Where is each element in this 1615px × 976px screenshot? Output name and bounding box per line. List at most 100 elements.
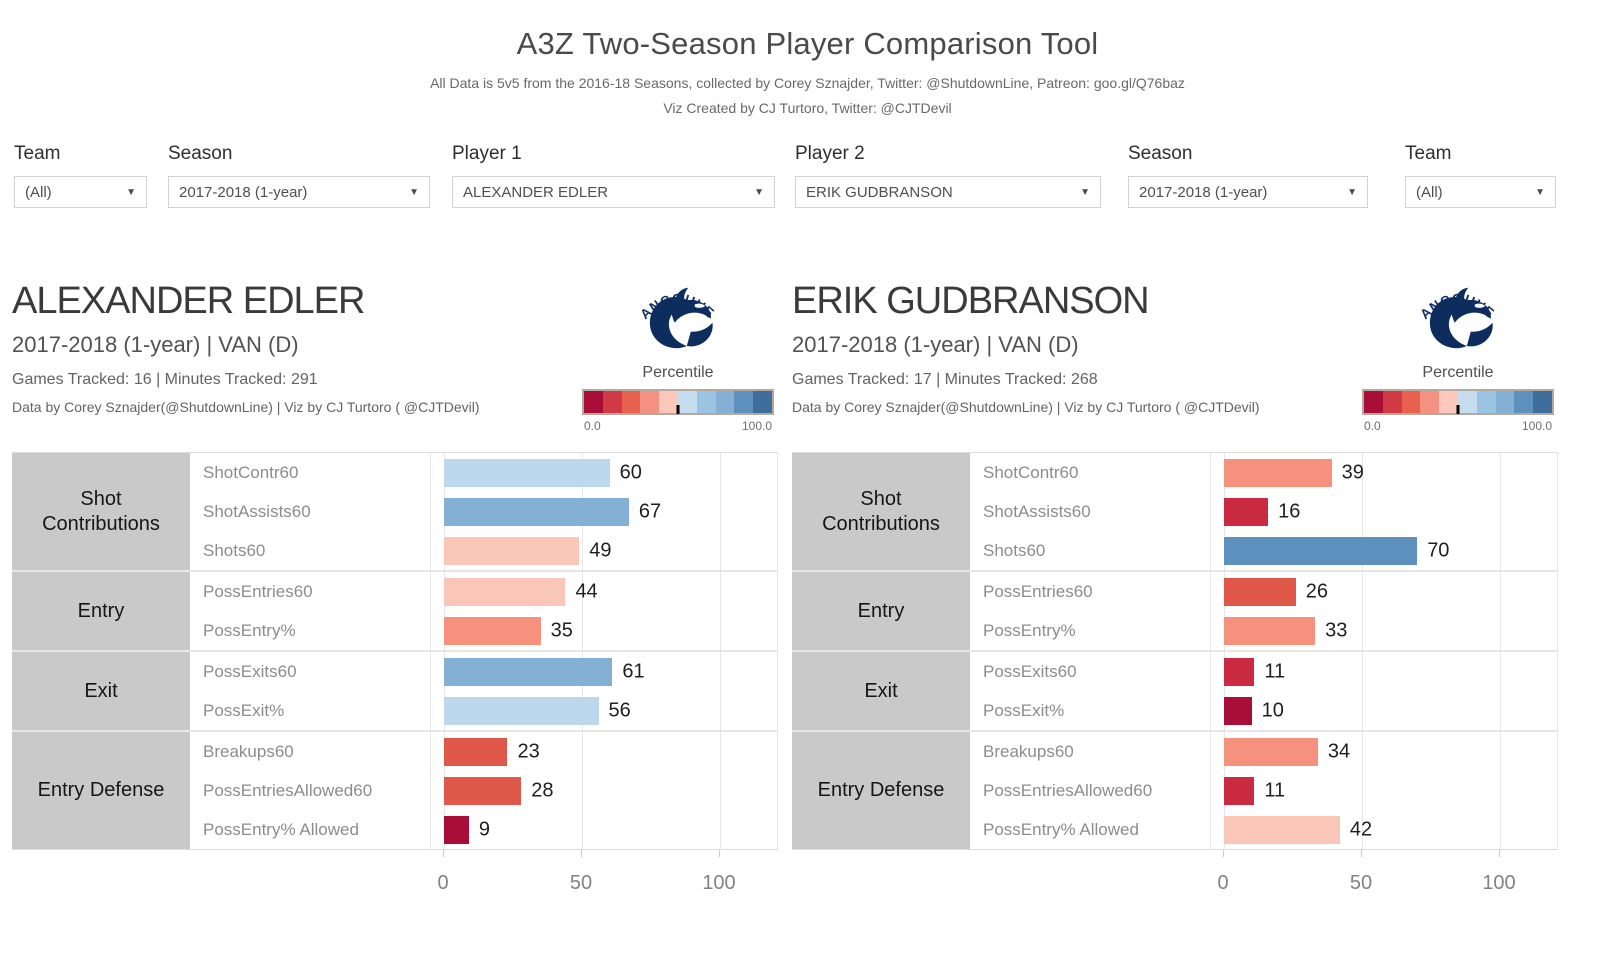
metric-group: Entry PossEntries60 44 PossEntry% 35 <box>12 572 778 652</box>
metric-plot-cell: 34 <box>1210 732 1558 771</box>
bar-value-label: 9 <box>478 818 490 840</box>
metric-plot-cell: 26 <box>1210 572 1558 611</box>
player-2-dropdown[interactable]: ERIK GUDBRANSON ▼ <box>795 176 1101 208</box>
legend-title: Percentile <box>1422 364 1494 381</box>
dropdown-value: ALEXANDER EDLER <box>463 183 609 201</box>
percentile-bar[interactable] <box>444 696 599 725</box>
legend-color-band <box>734 391 754 413</box>
percentile-bar[interactable] <box>444 536 580 565</box>
season-right-dropdown[interactable]: 2017-2018 (1-year) ▼ <box>1128 176 1368 208</box>
percentile-bar[interactable] <box>1224 737 1318 766</box>
metric-label: PossEntry% <box>983 620 1076 640</box>
axis-tick-mark <box>443 850 444 857</box>
team-left-dropdown[interactable]: (All) ▼ <box>14 176 147 208</box>
group-category-label: Exit <box>792 652 970 730</box>
percentile-legend: VANCOUVER Percentile 0.0 <box>582 266 774 433</box>
percentile-bar[interactable] <box>444 776 522 805</box>
filter-label: Team <box>1405 143 1452 164</box>
legend-scale-labels: 0.0 100.0 <box>582 419 774 433</box>
metric-row: ShotContr60 60 <box>190 453 778 492</box>
percentile-bar[interactable] <box>444 616 541 645</box>
metric-plot-cell: 35 <box>430 611 778 650</box>
legend-color-band <box>659 391 678 413</box>
metric-plot-cell: 16 <box>1210 492 1558 531</box>
metric-group: Entry PossEntries60 26 PossEntry% 33 <box>792 572 1558 652</box>
metric-label: ShotAssists60 <box>983 501 1091 521</box>
filter-label: Player 2 <box>795 143 865 164</box>
dropdown-value: (All) <box>1416 183 1443 201</box>
metric-label: PossExit% <box>983 700 1065 720</box>
bar-value-label: 42 <box>1349 818 1373 840</box>
metric-row: Shots60 70 <box>970 531 1558 570</box>
metric-plot-cell: 56 <box>430 691 778 730</box>
metric-row: Shots60 49 <box>190 531 778 570</box>
page-title: A3Z Two-Season Player Comparison Tool <box>516 26 1099 61</box>
percentile-bar[interactable] <box>444 497 629 526</box>
percentile-bar[interactable] <box>444 737 508 766</box>
gridline <box>1500 691 1501 730</box>
bar-value-label: 60 <box>619 461 642 483</box>
gridline <box>582 572 583 611</box>
percentile-bar[interactable] <box>444 577 566 606</box>
metric-plot-cell: 33 <box>1210 611 1558 650</box>
bar-value-label: 39 <box>1341 461 1364 483</box>
player-season-team: 2017-2018 (1-year) | VAN (D) <box>12 332 299 357</box>
chevron-down-icon: ▼ <box>1347 186 1357 198</box>
metric-row: PossEntry% 33 <box>970 611 1558 650</box>
metric-label: Shots60 <box>983 540 1046 560</box>
percentile-bar[interactable] <box>1224 616 1316 645</box>
metric-label: Shots60 <box>203 540 266 560</box>
gridline <box>1362 771 1363 810</box>
gridline <box>720 732 721 771</box>
bar-value-label: 10 <box>1261 699 1284 721</box>
chevron-down-icon: ▼ <box>409 186 419 198</box>
legend-color-band <box>602 391 622 413</box>
percentile-bar[interactable] <box>1224 815 1340 844</box>
percentile-bar[interactable] <box>444 458 610 487</box>
filter-season-left: Season 2017-2018 (1-year) ▼ <box>168 143 430 208</box>
gridline <box>1500 732 1501 771</box>
legend-min-label: 0.0 <box>584 419 601 433</box>
metric-group: Exit PossExits60 61 PossExit% 56 <box>12 652 778 732</box>
chevron-down-icon: ▼ <box>754 186 764 198</box>
canucks-orca-logo-icon: VANCOUVER <box>621 266 717 349</box>
axis-tick-label: 100 <box>1482 872 1516 894</box>
percentile-bar[interactable] <box>1224 776 1255 805</box>
metric-label: PossEntry% Allowed <box>203 819 359 839</box>
bar-value-label: 49 <box>589 539 612 561</box>
gridline <box>720 572 721 611</box>
metric-plot-cell: 11 <box>1210 771 1558 810</box>
legend-color-band <box>1533 391 1552 413</box>
percentile-bar[interactable] <box>1224 536 1418 565</box>
percentile-bar[interactable] <box>1224 657 1255 686</box>
percentile-bar[interactable] <box>1224 497 1269 526</box>
metric-group: Exit PossExits60 11 PossExit% 10 <box>792 652 1558 732</box>
gridline <box>1500 771 1501 810</box>
percentile-bar[interactable] <box>1224 458 1332 487</box>
chevron-down-icon: ▼ <box>1080 186 1090 198</box>
metric-label: PossExits60 <box>203 661 297 681</box>
group-category-label: Entry <box>12 572 190 650</box>
legend-min-label: 0.0 <box>1364 419 1381 433</box>
axis-tick-label: 100 <box>702 872 736 894</box>
percentile-bar[interactable] <box>444 657 613 686</box>
bar-value-label: 28 <box>531 779 554 801</box>
bar-value-label: 67 <box>638 500 662 522</box>
gridline <box>1362 611 1363 650</box>
percentile-bar[interactable] <box>1224 577 1296 606</box>
axis-tick-mark <box>1361 850 1362 857</box>
gridline <box>720 531 721 570</box>
metric-plot-cell: 39 <box>1210 453 1558 492</box>
team-right-dropdown[interactable]: (All) ▼ <box>1405 176 1556 208</box>
gridline <box>720 810 721 849</box>
metric-group: Shot Contributions ShotContr60 60 ShotAssis… <box>12 453 778 572</box>
season-left-dropdown[interactable]: 2017-2018 (1-year) ▼ <box>168 176 430 208</box>
filter-bar: Team (All) ▼ Season 2017-2018 (1-year) ▼… <box>14 143 1615 208</box>
percentile-bar[interactable] <box>1224 696 1252 725</box>
player-1-dropdown[interactable]: ALEXANDER EDLER ▼ <box>452 176 775 208</box>
percentile-bar[interactable] <box>444 815 469 844</box>
metric-row: Breakups60 23 <box>190 732 778 771</box>
metric-plot-cell: 70 <box>1210 531 1558 570</box>
metric-row: PossEntry% 35 <box>190 611 778 650</box>
filter-player-2: Player 2 ERIK GUDBRANSON ▼ <box>795 143 1101 208</box>
